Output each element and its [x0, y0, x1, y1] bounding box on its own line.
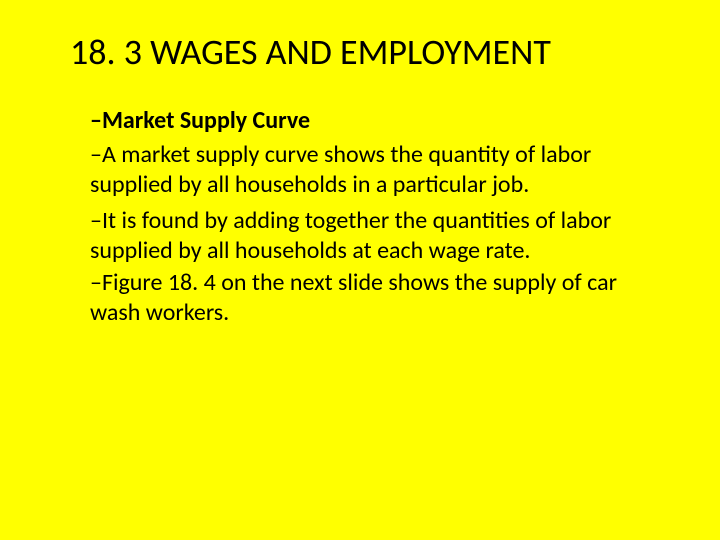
bullet-text: Market Supply Curve: [102, 106, 310, 135]
slide-title: 18. 3 WAGES AND EMPLOYMENT: [70, 30, 660, 74]
bullet-item: –A market supply curve shows the quantit…: [90, 140, 660, 200]
bullet-text: It is found by adding together the quant…: [90, 206, 611, 265]
bullet-text: A market supply curve shows the quantity…: [90, 140, 591, 199]
bullet-text: Figure 18. 4 on the next slide shows the…: [90, 268, 617, 327]
bullet-item: –It is found by adding together the quan…: [90, 206, 660, 266]
bullet-dash: –: [90, 140, 102, 169]
slide-content: –Market Supply Curve –A market supply cu…: [90, 106, 660, 328]
bullet-dash: –: [90, 206, 102, 235]
bullet-dash: –: [90, 268, 102, 297]
bullet-dash: –: [90, 106, 102, 135]
bullet-subheading: –Market Supply Curve: [90, 106, 660, 136]
bullet-item: –Figure 18. 4 on the next slide shows th…: [90, 268, 660, 328]
